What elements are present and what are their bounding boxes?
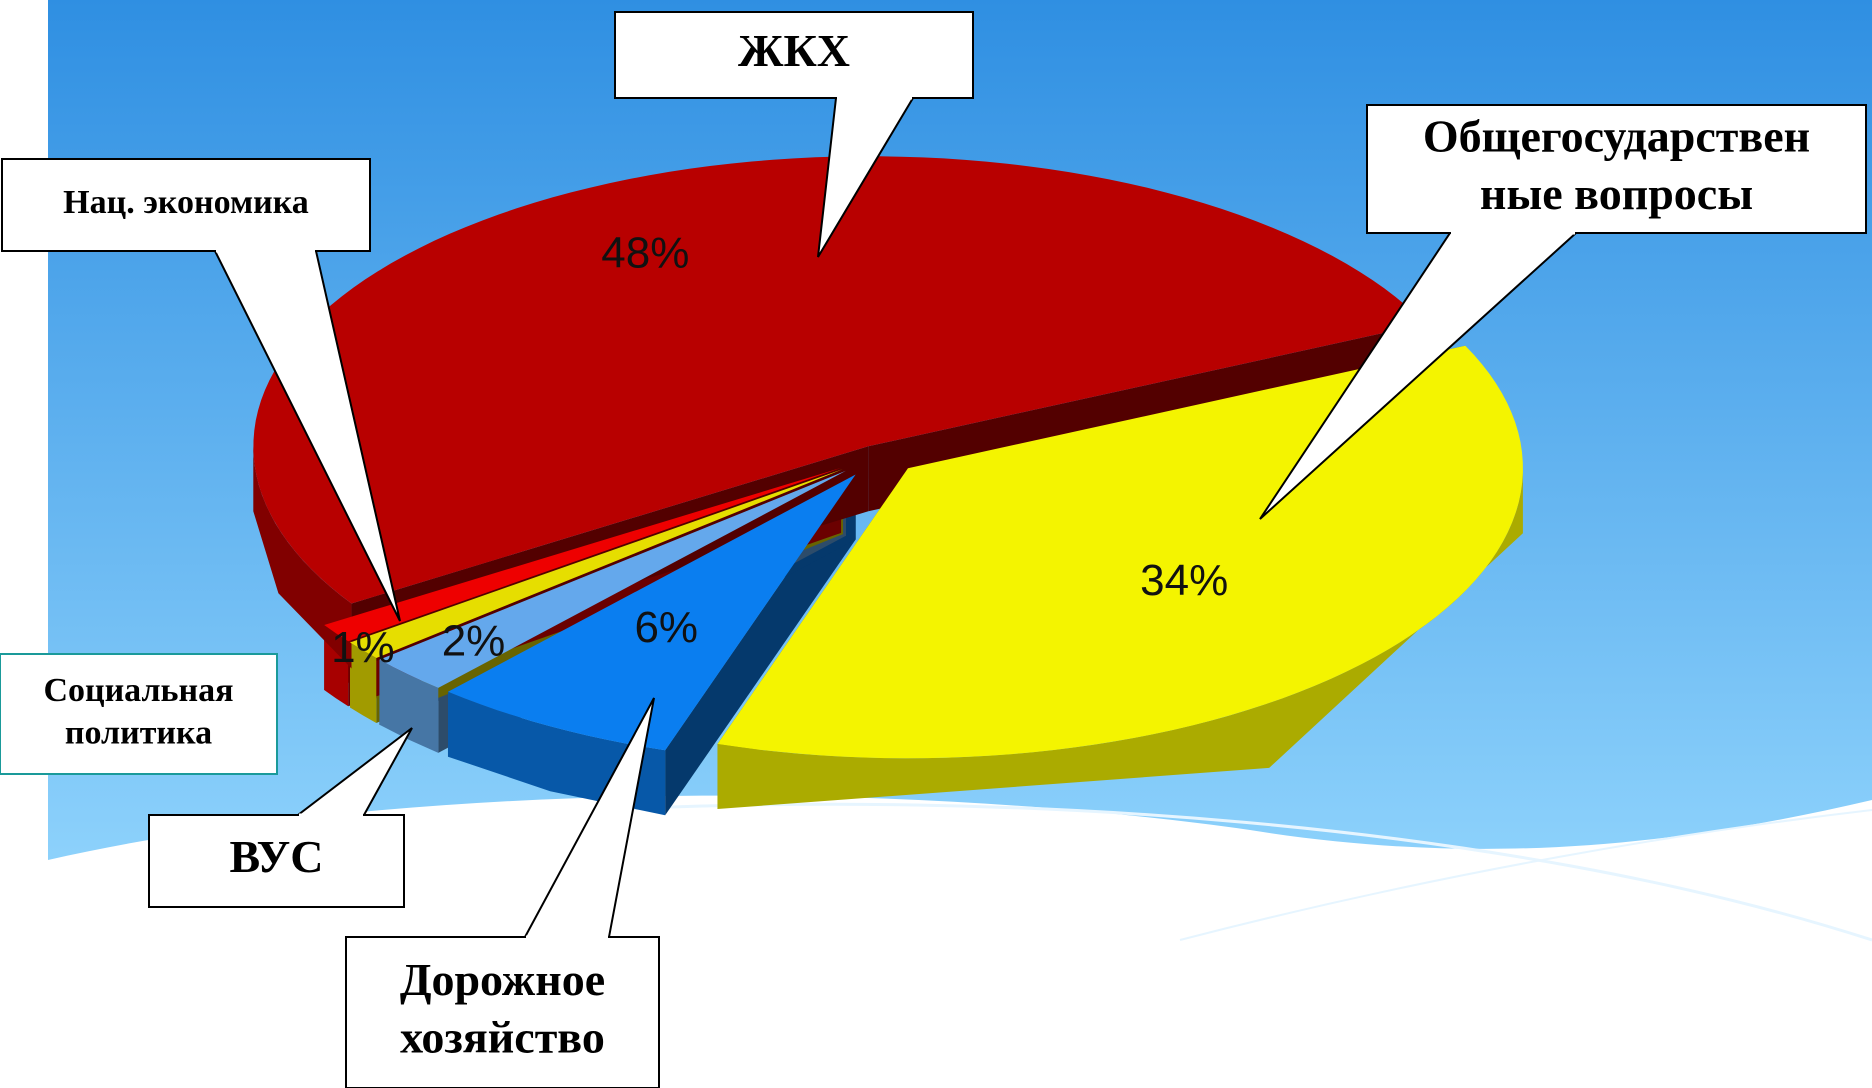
callout-box bbox=[614, 11, 974, 99]
slice-side bbox=[379, 659, 439, 753]
value-label: 2% bbox=[442, 616, 506, 665]
category-label: Нац. экономика bbox=[63, 184, 309, 221]
category-label: Социальная политика bbox=[43, 672, 233, 752]
slice bbox=[253, 156, 1426, 604]
callout: Нац. экономика bbox=[1, 158, 401, 622]
value-label: 6% bbox=[634, 603, 698, 652]
value-label: 34% bbox=[1140, 556, 1228, 605]
slice-side bbox=[350, 642, 377, 723]
slice bbox=[379, 470, 846, 688]
callout: ЖКХ bbox=[614, 11, 974, 258]
callout: Социальная политика bbox=[0, 653, 278, 775]
slice-side bbox=[253, 446, 352, 669]
category-label: ЖКХ bbox=[738, 25, 850, 76]
wave-line bbox=[1179, 809, 1872, 941]
category-label: Общегосударствен ные вопросы bbox=[1423, 110, 1810, 219]
category-label: Дорожное хозяйство bbox=[400, 953, 605, 1062]
wave-line bbox=[599, 802, 1872, 942]
slice bbox=[350, 469, 843, 658]
callout-box bbox=[1, 158, 371, 252]
callout: Общегосударствен ные вопросы bbox=[1259, 104, 1867, 520]
value-label: 1% bbox=[331, 623, 395, 672]
category-label: ВУС bbox=[230, 831, 324, 882]
callout-box bbox=[1366, 104, 1867, 234]
slice bbox=[324, 467, 842, 642]
slice-side bbox=[717, 468, 1523, 809]
callout-box bbox=[345, 936, 660, 1088]
callout-box bbox=[0, 653, 278, 775]
slice bbox=[448, 474, 856, 751]
value-label: 48% bbox=[601, 228, 689, 277]
callout-box bbox=[148, 814, 405, 908]
callout: Дорожное хозяйство bbox=[345, 697, 660, 1088]
callout: ВУС bbox=[148, 727, 413, 908]
